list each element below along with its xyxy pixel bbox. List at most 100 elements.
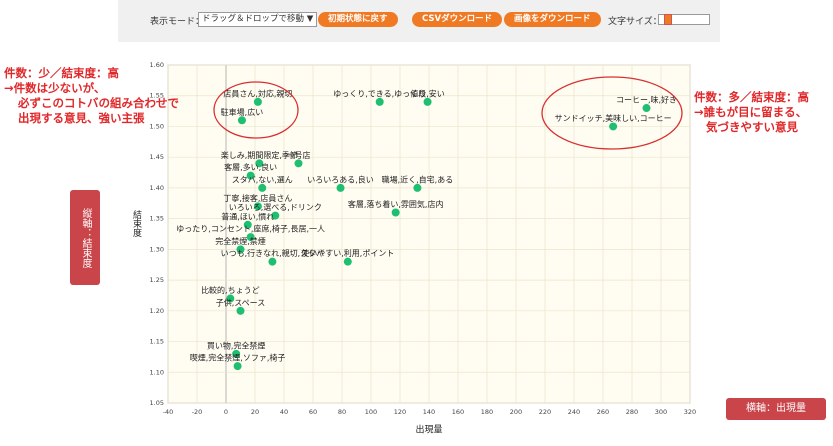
x-tick-label: 160 (452, 408, 464, 416)
y-tick-label: 1.50 (150, 122, 164, 130)
point-label: スタバ,ない,選ん (232, 174, 293, 184)
font-size-label: 文字サイズ： (608, 17, 662, 27)
data-point (258, 183, 267, 192)
csv-button[interactable]: CSVダウンロード (412, 12, 503, 27)
data-point (246, 233, 255, 242)
point-label: ゆったり,コンセント,座席,椅子,長居,一人 (176, 224, 325, 234)
y-tick-label: 1.30 (150, 245, 164, 253)
x-tick-label: 280 (626, 408, 638, 416)
point-label: 比較的,ちょうど (201, 285, 260, 295)
point-label: 喫煙,完全禁煙,ソファ,椅子 (190, 353, 286, 363)
x-tick-label: 20 (251, 408, 259, 416)
data-point (233, 362, 242, 371)
y-note: 縦軸：結束度 (70, 190, 100, 285)
x-tick-label: 100 (365, 408, 377, 416)
y-tick-label: 1.60 (150, 61, 164, 69)
mode-label: 表示モード： (150, 17, 205, 27)
data-point (236, 245, 245, 254)
y-tick-label: 1.15 (150, 338, 164, 346)
x-tick-label: -40 (163, 408, 174, 416)
data-point (255, 159, 264, 168)
callout-line: 出現する意見、強い主張 (18, 111, 145, 125)
callout-line: 件数：多／結束度：高 (694, 90, 809, 104)
x-tick-label: 180 (481, 408, 493, 416)
point-label: 楽しみ,期間限定,季節 (221, 150, 298, 160)
highlight-ellipse (541, 76, 683, 150)
x-tick-label: 120 (394, 408, 406, 416)
x-note: 横軸：出現量 (726, 398, 826, 420)
y-axis-label: 結束度 (131, 209, 142, 238)
data-point (232, 349, 241, 358)
data-point (375, 97, 384, 106)
plot: -40 -20 0 20 40 60 80 100 120 140 160 180 200 220 240 2… (150, 61, 697, 416)
point-label: いつも,行きなれ,親切,スタバ (221, 248, 325, 258)
point-label: いろいろある,良い (307, 174, 374, 184)
reset-button[interactable]: 初期状態に戻す (318, 12, 398, 27)
data-point (391, 208, 400, 217)
point-label: 丁寧,接客,店員さん (223, 193, 292, 203)
x-tick-label: 60 (309, 408, 317, 416)
y-tick-label: 1.35 (150, 215, 164, 223)
point-label: 子供,スペース (216, 297, 266, 307)
x-tick-label: 0 (224, 408, 228, 416)
callout-line: 件数：少／結束度：高 (4, 66, 119, 80)
point-label: 完全禁煙,禁煙 (215, 236, 266, 246)
y-tick-label: 1.40 (150, 184, 164, 192)
x-tick-label: 80 (338, 408, 346, 416)
point-label: 使いやすい,利用,ポイント (301, 248, 394, 258)
x-tick-label: 140 (423, 408, 435, 416)
toolbar: 表示モード： ドラッグ＆ドロップで移動 ▼ 初期状態に戻す CSVダウンロード … (118, 0, 720, 42)
point-label: 駐車場,広い (221, 107, 264, 117)
data-point (413, 183, 422, 192)
data-point (336, 183, 345, 192)
point-label: 客層,多い,良い (224, 162, 277, 172)
y-tick-label: 1.05 (150, 399, 164, 407)
x-tick-label: 40 (280, 408, 288, 416)
x-tick-label: 260 (597, 408, 609, 416)
data-point (253, 97, 262, 106)
data-point (253, 202, 262, 211)
highlight-ellipse (213, 81, 299, 139)
callout-line: 気づきやすい意見 (706, 120, 798, 134)
data-point (343, 257, 352, 266)
y-tick-label: 1.25 (150, 276, 164, 284)
data-point (294, 159, 303, 168)
image-button[interactable]: 画像をダウンロード (504, 12, 601, 27)
data-point (246, 171, 255, 180)
data-point (268, 257, 277, 266)
data-point (642, 104, 651, 113)
data-point (236, 306, 245, 315)
point-label: 買い物,完全禁煙 (207, 340, 266, 350)
y-tick-label: 1.20 (150, 307, 164, 315)
point-label: 値段,安い (410, 88, 445, 98)
point-label: ゆっくり,できる,ゆっくり (333, 89, 426, 98)
point-label: 店員さん,対応,親切 (223, 88, 292, 98)
x-tick-label: 300 (655, 408, 667, 416)
x-tick-label: 200 (510, 408, 522, 416)
data-point (423, 97, 432, 106)
data-point (609, 122, 618, 131)
callout-line: →件数は少ないが、 (4, 81, 106, 95)
point-label: いろいろ,選べる,ドリンク (229, 202, 322, 212)
x-axis-label: 出現量 (415, 424, 442, 436)
x-tick-label: 240 (568, 408, 580, 416)
point-label: 一号店 (287, 150, 311, 160)
x-tick-label: 220 (539, 408, 551, 416)
x-tick-label: -20 (192, 408, 203, 416)
data-point (237, 116, 246, 125)
point-label: コーヒー,味,好き (616, 95, 677, 105)
y-tick-label: 1.55 (150, 92, 164, 100)
y-tick-label: 1.45 (150, 153, 164, 161)
point-label: サンドイッチ,美味しい,コーヒー (555, 113, 672, 123)
x-tick-label: 320 (684, 408, 696, 416)
right-callout: 件数：多／結束度：高 →誰もが目に留まる、 気づきやすい意見 (694, 90, 809, 135)
font-size-slider[interactable] (658, 14, 710, 25)
y-tick-label: 1.10 (150, 368, 164, 376)
point-label: 普通,ほい,慣れ (221, 211, 274, 221)
mode-select[interactable]: ドラッグ＆ドロップで移動 ▼ (198, 12, 318, 27)
left-callout: 件数：少／結束度：高 →件数は少ないが、 必ずこのコトバの組み合わせで 出現する… (4, 66, 179, 126)
point-label: 職場,近く,自宅,ある (382, 174, 454, 184)
callout-line: 必ずこのコトバの組み合わせで (18, 96, 179, 110)
